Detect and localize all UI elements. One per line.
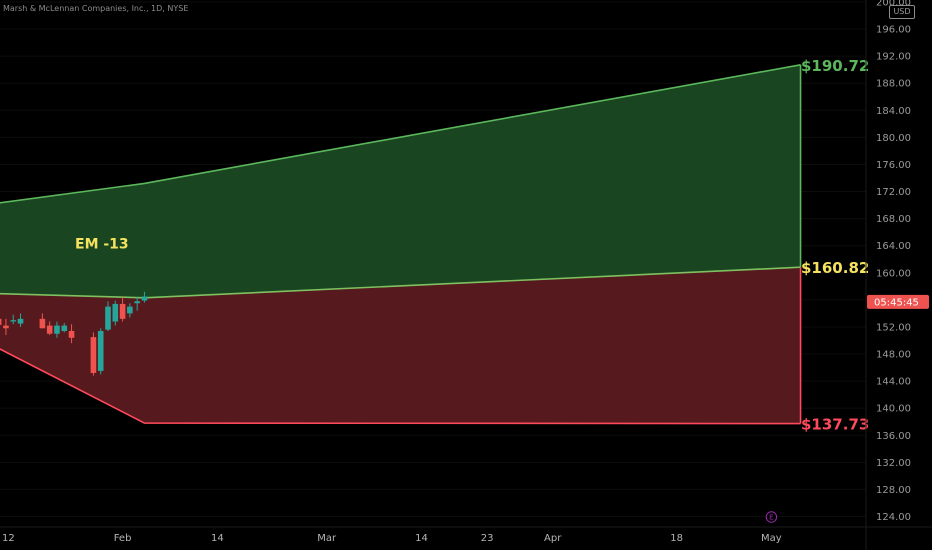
y-tick-label: 124.00 xyxy=(876,512,911,523)
x-tick-label: Apr xyxy=(544,533,562,544)
y-tick-label: 144.00 xyxy=(876,377,911,388)
candle xyxy=(97,331,104,371)
symbol-header: Marsh & McLennan Companies, Inc., 1D, NY… xyxy=(3,4,189,13)
y-tick-label: 184.00 xyxy=(876,106,911,117)
y-tick-label: 200.00 xyxy=(876,0,911,8)
candle xyxy=(90,337,97,373)
y-tick-label: 196.00 xyxy=(876,25,911,36)
expected-move-bands xyxy=(0,64,802,425)
candle xyxy=(112,303,119,322)
candle xyxy=(39,318,46,329)
y-tick-label: 168.00 xyxy=(876,214,911,225)
x-tick-label: Mar xyxy=(317,533,337,544)
lower-band-fill xyxy=(0,267,801,424)
candle xyxy=(10,320,17,322)
series-mid-line xyxy=(0,266,801,299)
candle xyxy=(105,306,111,330)
candle xyxy=(127,306,133,314)
candle xyxy=(3,325,9,329)
candle xyxy=(119,303,126,319)
time-tag-bg xyxy=(867,294,929,309)
y-tick-label: 180.00 xyxy=(876,133,911,144)
y-tick-label: 176.00 xyxy=(876,160,911,171)
y-axis[interactable]: 200.00 196.00 192.00 188.00 184.00 180.00 176.… xyxy=(865,0,929,550)
candle xyxy=(54,325,60,334)
x-tick-label: 14 xyxy=(415,533,428,544)
event-marker xyxy=(765,511,778,523)
candle xyxy=(17,318,24,324)
y-tick-label: 164.00 xyxy=(876,241,911,252)
y-tick-label: 172.00 xyxy=(876,187,911,198)
candles xyxy=(0,291,148,376)
y-tick-label: 128.00 xyxy=(876,485,911,496)
y-tick-label: 140.00 xyxy=(876,404,911,415)
currency-badge[interactable]: USD xyxy=(889,5,915,19)
y-tick-label: 136.00 xyxy=(876,431,911,442)
candle xyxy=(46,325,53,334)
candle xyxy=(0,318,2,325)
x-tick-label: 12 xyxy=(2,533,15,544)
label-lower: $137.73 xyxy=(801,416,869,434)
y-tick-label: 148.00 xyxy=(876,350,911,361)
time-tag: 05:45:45 xyxy=(874,297,919,308)
y-tick-label: 192.00 xyxy=(876,52,911,63)
candle xyxy=(61,325,68,332)
upper-band-fill xyxy=(0,64,801,298)
x-tick-label: 23 xyxy=(481,533,494,544)
x-tick-label: May xyxy=(761,533,782,544)
label-upper: $190.72 xyxy=(801,57,869,75)
series-lower-line xyxy=(0,348,801,425)
em-label: EM -13 xyxy=(75,236,129,252)
y-tick-label: 188.00 xyxy=(876,79,911,90)
candle xyxy=(134,301,140,304)
y-tick-label: 152.00 xyxy=(876,322,911,333)
event-label: E xyxy=(769,514,773,522)
chart-annotations: $190.72 $160.82 $137.73 EM -13 xyxy=(75,57,869,434)
x-axis[interactable]: 12Feb14Mar1423Apr18MayDEE xyxy=(0,511,932,544)
x-tick-label: 14 xyxy=(211,533,224,544)
candle xyxy=(68,331,75,338)
candle xyxy=(141,296,148,301)
series-upper-line xyxy=(0,64,801,204)
label-mid: $160.82 xyxy=(801,259,869,277)
y-tick-label: 132.00 xyxy=(876,458,911,469)
x-tick-label: Feb xyxy=(114,533,132,544)
x-tick-label: 18 xyxy=(670,533,683,544)
y-tick-label: 160.00 xyxy=(876,268,911,279)
